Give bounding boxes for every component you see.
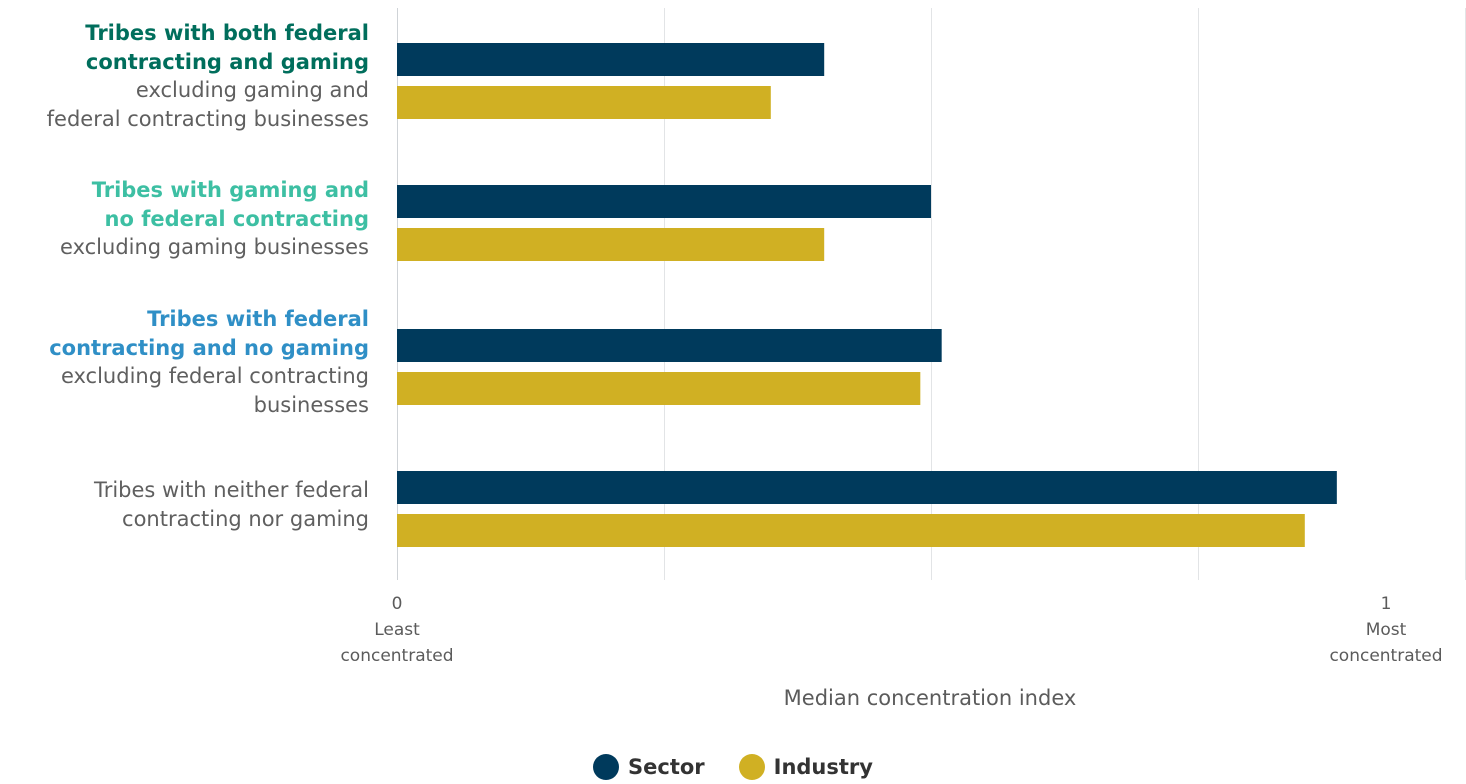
category-heading-line: Tribes with neither federal xyxy=(93,478,369,502)
category-heading-line: contracting and no gaming xyxy=(49,335,369,360)
bar-industry-3 xyxy=(397,514,1305,547)
x-tick-value: 1 xyxy=(1380,594,1392,614)
legend-swatch-icon xyxy=(593,754,619,780)
x-tick-caption-line: concentrated xyxy=(340,646,454,666)
category-heading-line: Tribes with federal xyxy=(147,307,369,331)
category-heading-line: no federal contracting xyxy=(104,206,369,231)
legend-item-sector[interactable]: Sector xyxy=(593,750,705,784)
bar-industry-1 xyxy=(397,228,825,261)
legend-item-industry[interactable]: Industry xyxy=(738,750,873,784)
category-subtitle-line: excluding gaming and xyxy=(135,78,369,102)
legend: Sector Industry xyxy=(0,750,1466,784)
bars xyxy=(397,43,1337,547)
category-subtitle-line: excluding federal contracting xyxy=(60,364,369,388)
category-heading-line: Tribes with gaming and xyxy=(91,178,369,202)
x-tick-value: 0 xyxy=(391,594,403,614)
x-tick-caption-line: Least xyxy=(374,620,420,640)
category-heading-line: contracting and gaming xyxy=(85,49,369,74)
category-label-2: Tribes with federal contracting and no ga… xyxy=(0,305,369,419)
category-subtitle-line: federal contracting businesses xyxy=(46,106,369,131)
x-tick-caption-line: Most xyxy=(1365,620,1407,640)
x-axis-title: Median concentration index xyxy=(783,686,1077,710)
bar-industry-2 xyxy=(397,372,921,405)
category-heading-line: Tribes with both federal xyxy=(85,21,369,45)
category-subtitle-line: excluding gaming businesses xyxy=(60,235,369,259)
bar-industry-0 xyxy=(397,86,771,119)
bar-sector-1 xyxy=(397,185,931,218)
bar-sector-3 xyxy=(397,471,1337,504)
category-label-1: Tribes with gaming and no federal contrac… xyxy=(0,176,369,262)
x-tick-label-0: 0 Least concentrated xyxy=(317,591,477,669)
bar-sector-0 xyxy=(397,43,825,76)
category-heading-line: contracting nor gaming xyxy=(122,506,369,531)
category-subtitle-line: businesses xyxy=(253,392,369,417)
legend-label: Industry xyxy=(773,755,873,779)
legend-label: Sector xyxy=(628,755,705,779)
category-label-3: Tribes with neither federal contracting n… xyxy=(0,476,369,533)
x-tick-label-1: 1 Most concentrated xyxy=(1306,591,1466,669)
category-label-0: Tribes with both federal contracting and … xyxy=(0,19,369,133)
bar-sector-2 xyxy=(397,329,942,362)
legend-swatch-icon xyxy=(738,754,765,780)
x-tick-caption-line: concentrated xyxy=(1329,646,1443,666)
